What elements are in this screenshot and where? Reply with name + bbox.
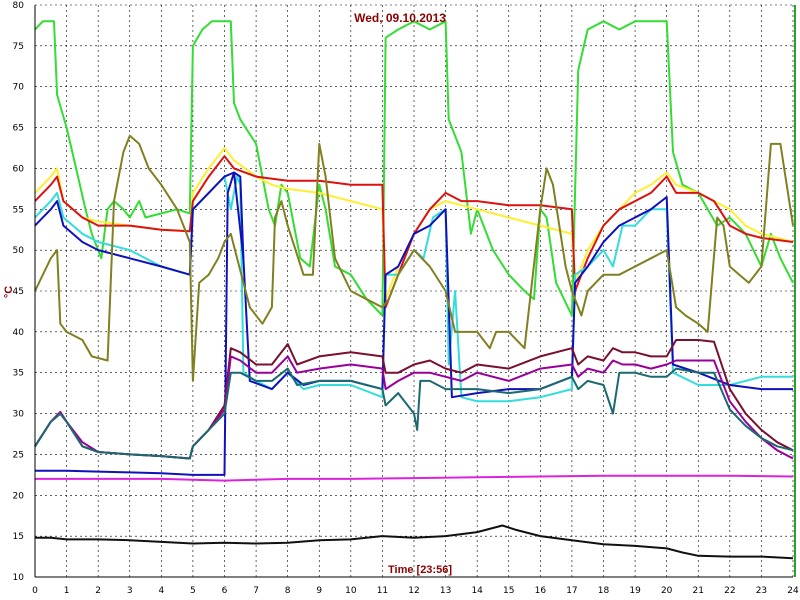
y-tick-labels: 10 15 20 25 30 35 40 45 50 55 60 65 70 75 80 [13,1,25,583]
y-tick-label: 10 [13,573,25,583]
x-tick-label: 15 [503,586,514,596]
series-line-10 [34,367,794,460]
x-tick-label: 9 [316,586,322,596]
y-tick-label: 55 [13,205,24,215]
y-tick-label: 60 [13,164,25,174]
x-tick-label: 5 [190,586,196,596]
y-tick-label: 50 [13,246,25,256]
x-tick-label: 17 [566,586,577,596]
x-tick-label: 23 [756,586,767,596]
y-tick-label: 65 [13,124,24,134]
x-tick-label: 24 [787,586,799,596]
x-tick-label: 3 [127,586,133,596]
y-axis-label: °C [3,286,15,298]
x-tick-label: 22 [724,586,735,596]
y-tick-label: 20 [13,491,25,501]
x-tick-label: 2 [95,586,101,596]
x-tick-label: 20 [661,586,673,596]
series-line-12 [35,524,794,560]
y-tick-label: 15 [13,532,24,542]
x-tick-label: 8 [285,586,291,596]
y-tick-label: 40 [13,328,25,338]
series-line-3 [34,155,794,309]
y-tick-label: 75 [13,42,24,52]
x-tick-label: 7 [253,586,259,596]
y-tick-label: 45 [13,287,24,297]
x-tick-label: 0 [32,586,38,596]
y-tick-label: 25 [13,450,24,460]
x-tick-label: 14 [471,586,483,596]
series-group [34,20,794,560]
series-line-7 [34,134,794,382]
x-tick-label: 6 [222,586,228,596]
x-tick-label: 16 [535,586,547,596]
y-tick-label: 30 [13,410,25,420]
x-tick-label: 11 [377,586,388,596]
y-tick-label: 70 [13,83,25,93]
series-line-5 [35,171,793,476]
x-tick-label: 13 [440,586,451,596]
x-tick-labels: 0 1 2 3 4 5 6 7 8 9 10 11 12 13 14 15 16 17 18 19 20 21 22 23 24 [32,586,799,596]
x-tick-label: 12 [408,586,419,596]
y-tick-label: 35 [13,369,24,379]
x-axis-label: Time [23:56] [388,564,452,576]
x-tick-label: 19 [629,586,641,596]
series-line-6 [34,171,245,276]
x-tick-label: 10 [345,586,357,596]
series-line-11 [35,474,794,482]
series-line-1 [34,20,794,317]
chart-title: Wed, 09.10.2013 [354,11,446,25]
x-tick-label: 1 [64,586,70,596]
x-tick-label: 21 [693,586,704,596]
x-tick-label: 4 [158,586,164,596]
x-tick-label: 18 [598,586,610,596]
y-tick-label: 80 [13,1,25,11]
